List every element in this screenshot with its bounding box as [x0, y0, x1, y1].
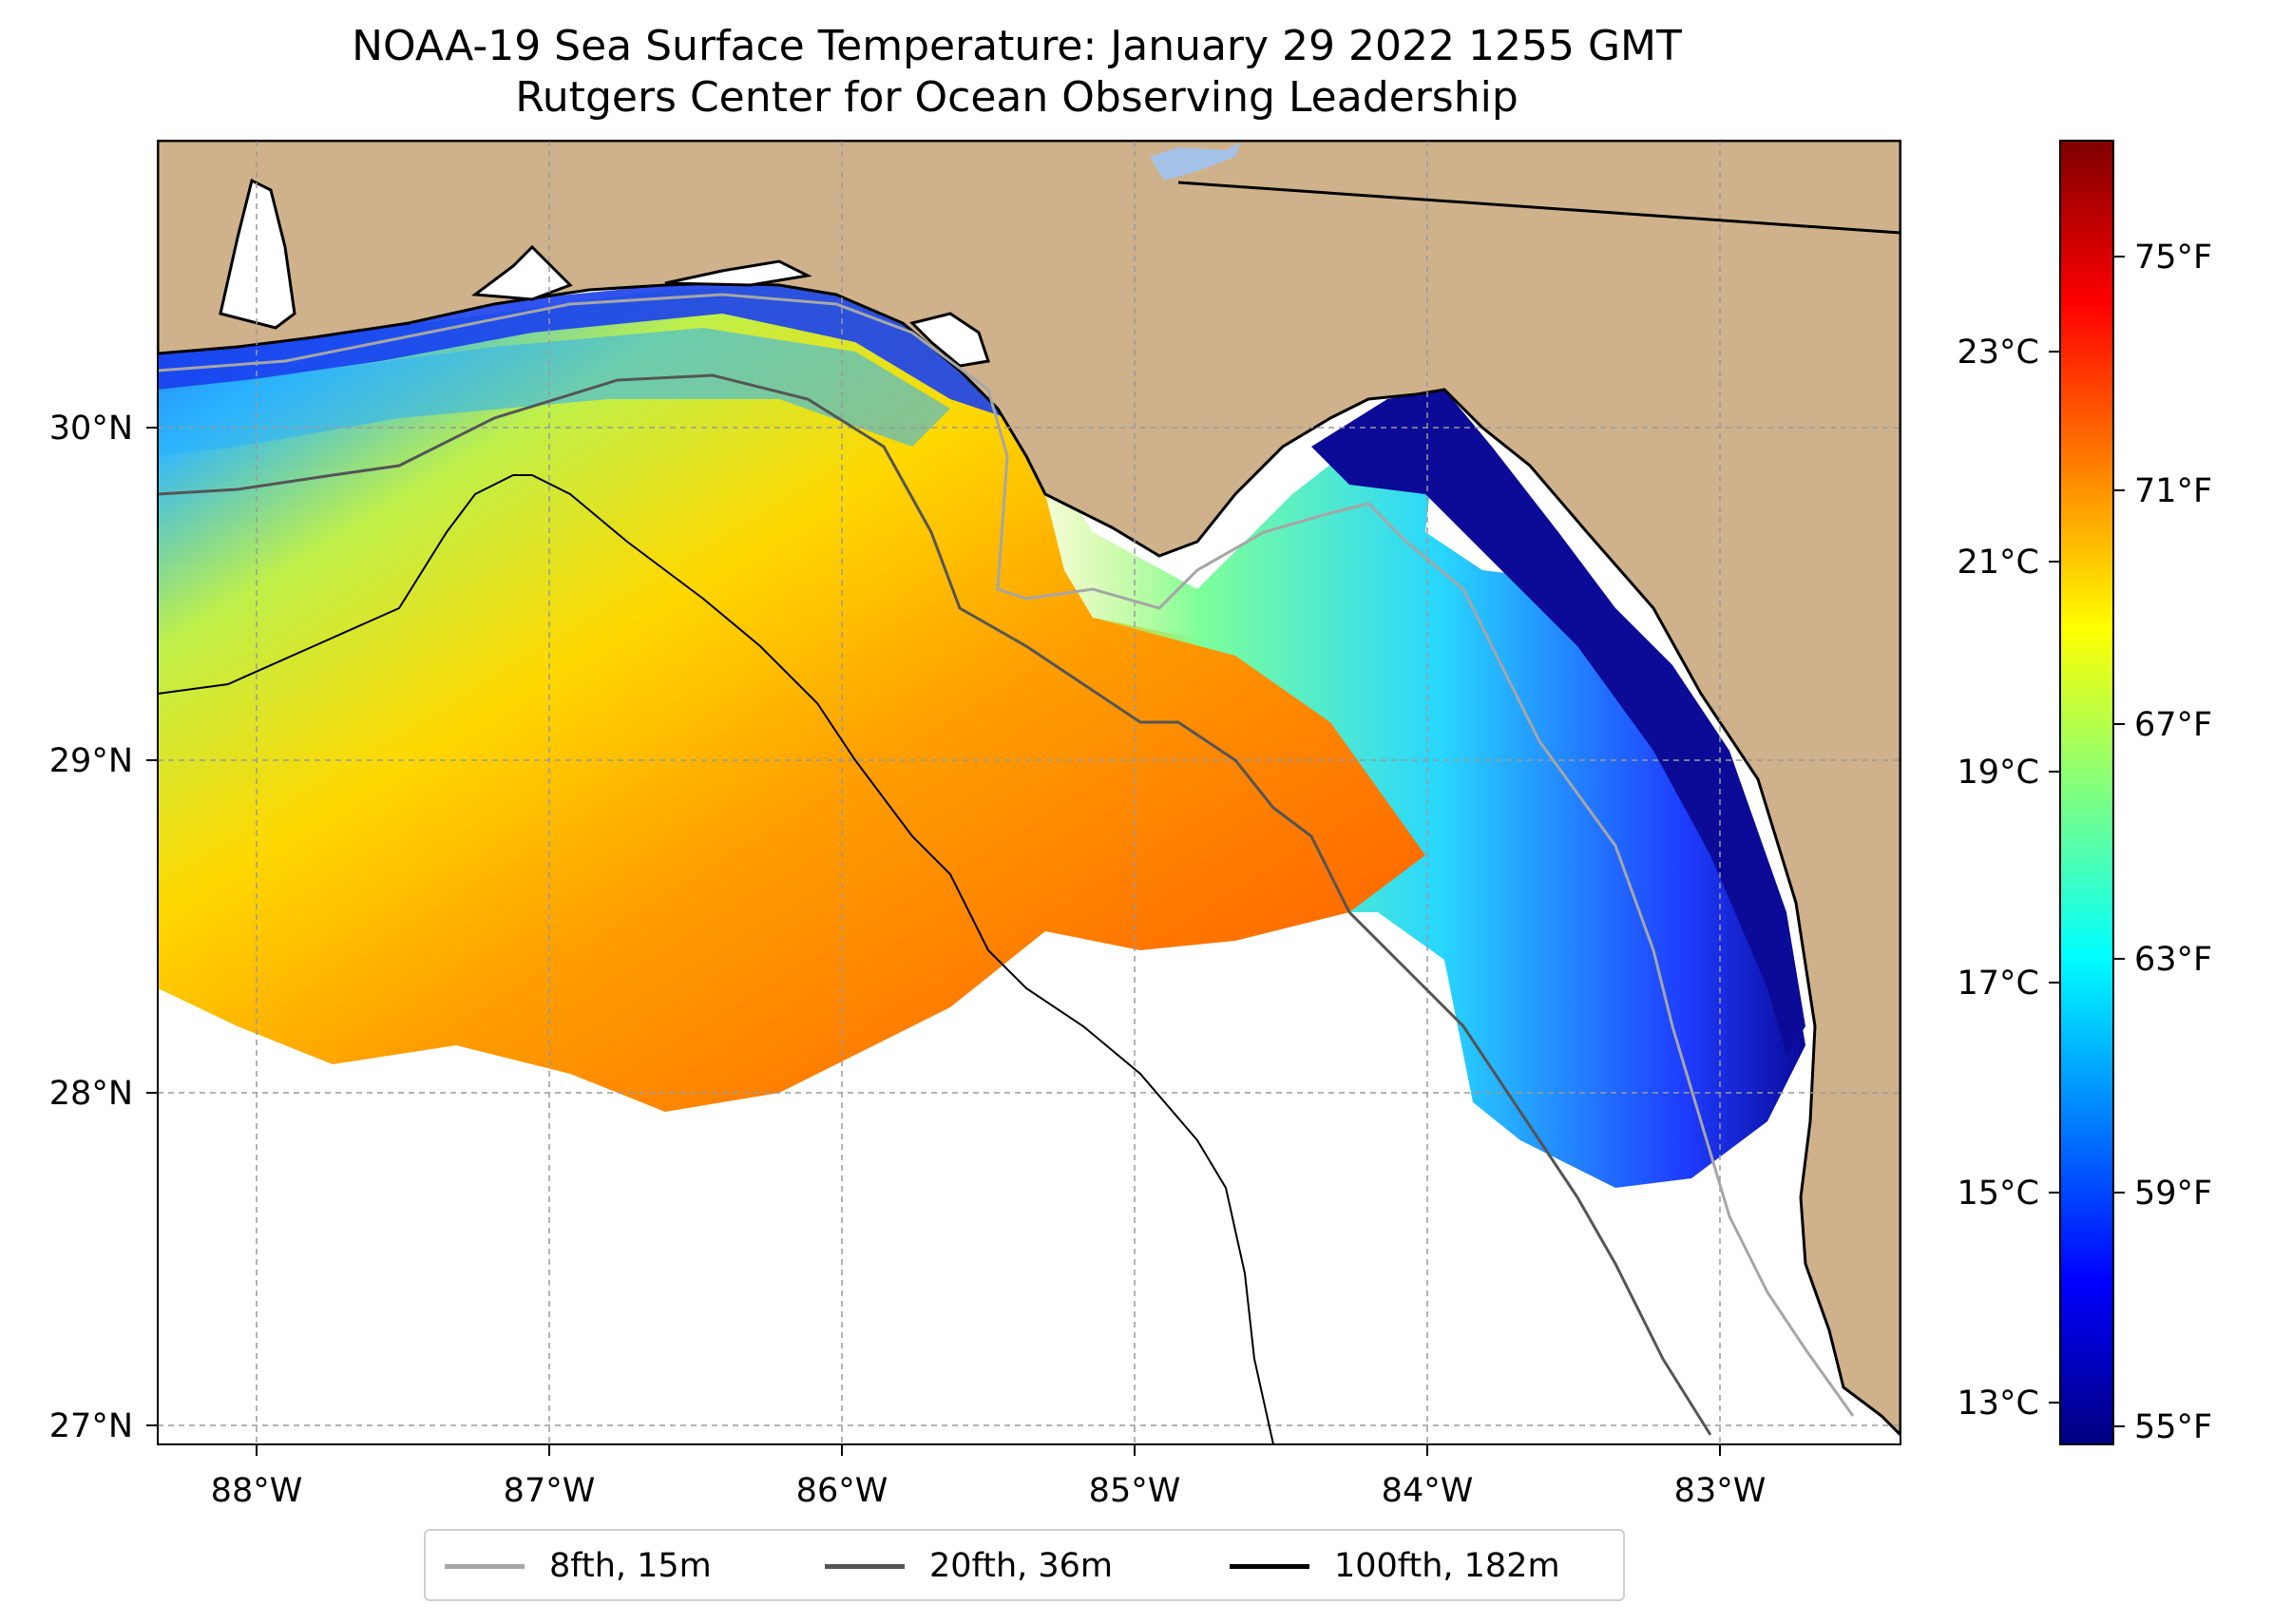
sst-field-east: [998, 361, 1805, 1188]
colorbar-ticks: [2049, 256, 2125, 1427]
colorbar-c-label: 17°C: [1958, 965, 2039, 1003]
colorbar-c-label: 15°C: [1958, 1175, 2039, 1213]
colorbar-c-label: 13°C: [1958, 1385, 2039, 1423]
lat-label-29n: 29°N: [49, 742, 133, 780]
isobath-20fth: [158, 373, 1712, 1436]
lon-label-84w: 84°W: [1382, 1472, 1474, 1510]
colorbar-c-label: 19°C: [1958, 754, 2039, 792]
lake-seminole: [1150, 143, 1240, 181]
colorbar-f-label: 59°F: [2134, 1175, 2212, 1213]
state-border: [1177, 181, 1900, 235]
lat-label-28n: 28°N: [49, 1075, 133, 1113]
colorbar-c-label: 21°C: [1958, 544, 2039, 582]
isobath-100fth: [158, 474, 1274, 1444]
legend-label: 20fth, 36m: [929, 1547, 1114, 1585]
isobath-8fth: [158, 293, 1855, 1417]
legend-item-20fth: 20fth, 36m: [825, 1544, 1113, 1588]
legend-swatch: [1230, 1563, 1309, 1569]
isobath-legend: 8fth, 15m 20fth, 36m 100fth, 182m: [424, 1529, 1625, 1601]
chart-subtitle: Rutgers Center for Ocean Observing Leade…: [515, 73, 1518, 122]
axis-ticks: [146, 427, 1721, 1456]
map-frame: [157, 140, 1901, 1445]
colorbar-f-label: 67°F: [2134, 706, 2212, 744]
legend-swatch: [825, 1563, 905, 1569]
legend-item-100fth: 100fth, 182m: [1230, 1544, 1560, 1588]
sst-coastal-band: [158, 285, 1007, 418]
lon-label-86w: 86°W: [796, 1472, 888, 1510]
lon-label-83w: 83°W: [1674, 1472, 1767, 1510]
lon-label-87w: 87°W: [504, 1472, 596, 1510]
chart-title: NOAA-19 Sea Surface Temperature: January…: [352, 22, 1682, 70]
legend-swatch: [445, 1563, 525, 1569]
colorbar-f-label: 55°F: [2134, 1408, 2212, 1446]
lat-label-27n: 27°N: [49, 1407, 133, 1445]
colorbar-f-label: 71°F: [2134, 472, 2212, 510]
lon-label-88w: 88°W: [211, 1472, 303, 1510]
lat-label-30n: 30°N: [49, 410, 133, 448]
sst-field-west: [158, 285, 1501, 1112]
sst-east-nearshore: [1311, 390, 1805, 1055]
colorbar: [2059, 140, 2114, 1445]
legend-label: 8fth, 15m: [549, 1547, 712, 1585]
map-content: [158, 141, 1900, 1444]
lon-label-85w: 85°W: [1089, 1472, 1181, 1510]
graticule: [158, 141, 1900, 1444]
land-mass: [158, 141, 1900, 1438]
legend-item-8fth: 8fth, 15m: [445, 1544, 712, 1588]
colorbar-c-label: 23°C: [1958, 334, 2039, 372]
colorbar-f-label: 63°F: [2134, 941, 2212, 979]
colorbar-f-label: 75°F: [2134, 239, 2212, 277]
legend-label: 100fth, 182m: [1334, 1547, 1560, 1585]
